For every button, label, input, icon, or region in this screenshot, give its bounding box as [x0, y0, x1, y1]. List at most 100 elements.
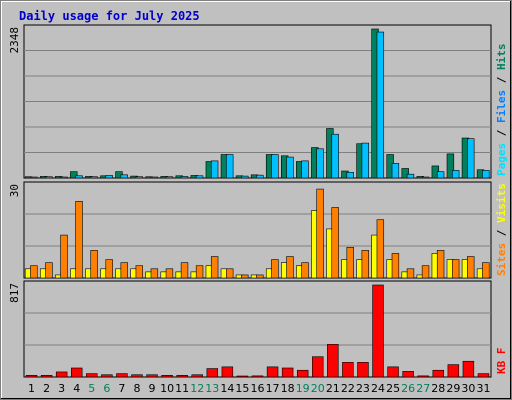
bar-files-day-7 — [120, 174, 128, 179]
x-tick-label-7: 7 — [118, 382, 125, 395]
x-tick-label-3: 3 — [58, 382, 65, 395]
legend-hits: Hits — [495, 44, 508, 71]
bar-kb-f-day-7 — [116, 373, 128, 378]
panel-bottom-legend: KB F — [495, 348, 508, 375]
panel-middle-legend: Sites / Visits — [495, 183, 508, 276]
bar-kb-f-day-4 — [71, 367, 83, 378]
bar-sites-day-21 — [331, 207, 339, 279]
bar-kb-f-day-9 — [146, 374, 158, 378]
legend-pages: Pages — [495, 143, 508, 176]
bar-sites-day-11 — [180, 262, 189, 279]
x-tick-label-22: 22 — [341, 382, 355, 395]
bar-sites-day-9 — [150, 268, 159, 279]
x-tick-label-26: 26 — [401, 382, 415, 395]
bar-sites-day-1 — [30, 265, 38, 279]
x-tick-label-9: 9 — [149, 382, 156, 395]
x-tick-label-6: 6 — [103, 382, 110, 395]
bar-files-day-10 — [165, 176, 174, 179]
x-tick-label-30: 30 — [461, 382, 475, 395]
bar-kb-f-day-26 — [402, 371, 414, 378]
bar-sites-day-7 — [120, 262, 128, 279]
bar-sites-day-5 — [90, 250, 98, 279]
panel-bottom: 817 KB F — [8, 280, 508, 378]
bar-kb-f-day-20 — [312, 356, 324, 378]
bar-hits-day-29 — [446, 153, 455, 179]
bar-files-day-25 — [391, 163, 400, 179]
x-tick-label-14: 14 — [220, 382, 234, 395]
bar-files-day-8 — [135, 176, 144, 179]
legend-kb-f: KB F — [495, 348, 508, 375]
x-tick-label-12: 12 — [190, 382, 204, 395]
bar-kb-f-day-17 — [266, 366, 279, 378]
bar-files-day-18 — [286, 156, 294, 179]
panel-middle: 30 Sites / Visits — [8, 181, 508, 279]
bar-sites-day-20 — [316, 188, 324, 279]
bar-sites-day-14 — [226, 268, 234, 279]
x-tick-label-25: 25 — [386, 382, 400, 395]
bar-files-day-17 — [271, 154, 279, 179]
bar-kb-f-day-28 — [432, 369, 444, 378]
bar-files-day-12 — [195, 175, 204, 179]
x-tick-label-24: 24 — [371, 382, 385, 395]
bar-sites-day-22 — [346, 247, 354, 279]
x-tick-label-8: 8 — [133, 382, 140, 395]
x-tick-label-20: 20 — [311, 382, 325, 395]
bar-sites-day-4 — [75, 201, 83, 279]
bar-sites-day-8 — [135, 265, 144, 279]
x-tick-label-15: 15 — [235, 382, 249, 395]
panel-top-legend: Pages / Files / Hits — [495, 44, 508, 177]
bar-kb-f-day-23 — [357, 362, 369, 378]
bar-files-day-1 — [30, 176, 38, 179]
bar-files-day-19 — [301, 160, 309, 179]
bar-files-day-28 — [436, 171, 445, 179]
bar-files-day-16 — [256, 174, 264, 179]
bar-files-day-22 — [346, 171, 354, 179]
bar-kb-f-day-15 — [236, 375, 249, 378]
x-tick-label-18: 18 — [281, 382, 295, 395]
x-tick-label-16: 16 — [251, 382, 265, 395]
bar-hits-day-4 — [70, 171, 78, 179]
bar-files-day-15 — [241, 175, 249, 179]
legend-separator: / — [495, 70, 508, 90]
panel-top: 2348 Pages / Files / Hits — [8, 24, 508, 179]
bar-sites-day-19 — [301, 262, 309, 279]
bar-files-day-3 — [60, 176, 68, 179]
bar-sites-day-26 — [406, 268, 415, 279]
bar-files-day-5 — [90, 176, 98, 179]
bar-kb-f-day-14 — [221, 366, 234, 378]
bar-files-day-20 — [316, 148, 324, 179]
bar-kb-f-day-25 — [387, 366, 399, 378]
bar-kb-f-day-2 — [40, 375, 53, 378]
panel-bottom-ymax-label: 817 — [8, 283, 21, 303]
x-axis-labels: 1 2 3 4 5 6 7 8 9 10 11 12 13 14 15 16 17 18 19 20 21 22 23 24 2… — [28, 382, 490, 395]
bar-sites-day-27 — [421, 265, 430, 279]
bar-sites-day-17 — [271, 259, 279, 279]
legend-visits: Visits — [495, 183, 508, 223]
bar-files-day-29 — [451, 170, 460, 179]
panel-middle-plot-area — [23, 181, 492, 279]
bar-sites-day-2 — [45, 262, 53, 279]
bar-files-day-23 — [361, 142, 369, 179]
legend-sites: Sites — [495, 243, 508, 276]
bar-kb-f-day-21 — [327, 344, 339, 378]
bar-files-day-4 — [75, 175, 83, 179]
bar-sites-day-28 — [436, 250, 445, 279]
bar-sites-day-15 — [241, 274, 249, 279]
bar-sites-day-10 — [165, 268, 174, 279]
bar-sites-day-29 — [451, 259, 460, 279]
bar-hits-day-26 — [401, 168, 409, 179]
bar-kb-f-day-27 — [417, 375, 429, 378]
bar-kb-f-day-10 — [161, 375, 173, 378]
legend-separator: / — [495, 223, 508, 243]
bar-kb-f-day-22 — [342, 362, 354, 378]
x-tick-label-21: 21 — [326, 382, 340, 395]
bar-files-day-30 — [467, 138, 475, 179]
bar-files-day-2 — [45, 176, 53, 179]
bar-sites-day-12 — [195, 265, 204, 279]
bar-kb-f-day-8 — [131, 374, 143, 378]
bar-files-day-21 — [331, 133, 339, 179]
bar-files-day-31 — [482, 170, 490, 179]
bar-sites-day-13 — [210, 256, 219, 279]
bar-sites-day-6 — [105, 259, 113, 279]
